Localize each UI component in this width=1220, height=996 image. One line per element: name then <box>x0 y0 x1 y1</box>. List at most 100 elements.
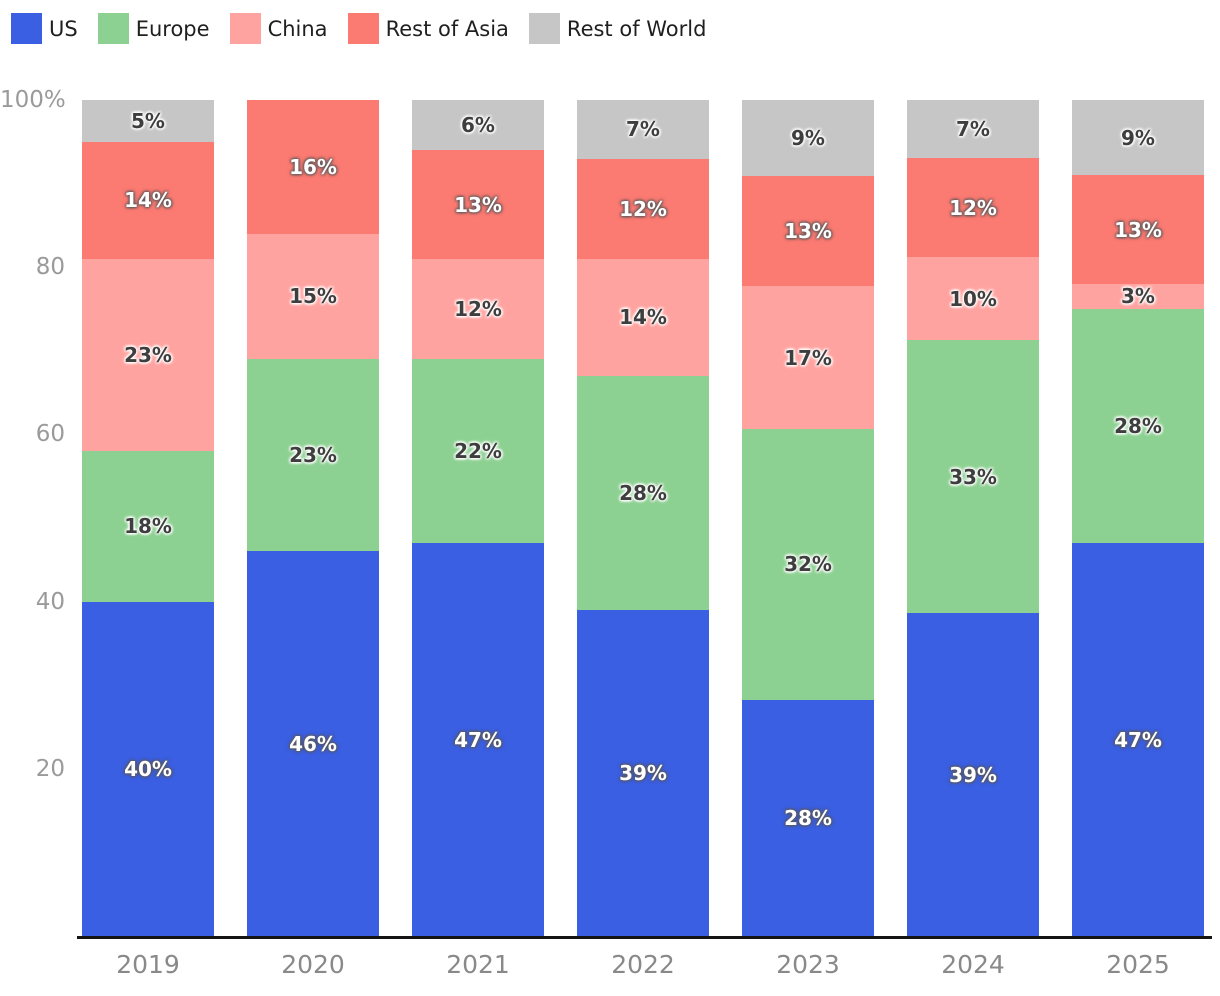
segment-rest-of-world: 9% <box>742 100 874 177</box>
segment-us: 46% <box>247 551 379 936</box>
segment-rest-of-asia: 13% <box>412 150 544 259</box>
segment-value-label: 16% <box>289 154 337 179</box>
segment-rest-of-asia: 12% <box>907 157 1039 258</box>
segment-value-label: 14% <box>619 305 667 330</box>
segment-value-label: 23% <box>289 443 337 468</box>
segment-value-label: 7% <box>626 117 660 142</box>
segment-rest-of-asia: 16% <box>247 100 379 234</box>
segment-rest-of-asia: 12% <box>577 158 709 259</box>
segment-value-label: 23% <box>124 343 172 367</box>
x-axis-tick-label: 2022 <box>611 950 675 979</box>
segment-value-label: 28% <box>619 480 667 505</box>
segment-value-label: 13% <box>454 192 502 217</box>
segment-value-label: 12% <box>454 297 502 322</box>
legend-swatch-icon <box>97 13 129 44</box>
segment-china: 15% <box>247 233 379 360</box>
legend-item: China <box>229 13 328 44</box>
segment-china: 10% <box>907 257 1039 341</box>
segment-value-label: 15% <box>289 284 337 309</box>
segment-europe: 28% <box>1072 309 1204 544</box>
bar-2023: 28% 32% 17% 13% 9% <box>742 100 874 936</box>
y-axis-tick-label: 100% <box>0 87 66 113</box>
segment-us: 47% <box>1072 543 1204 936</box>
segment-value-label: 39% <box>949 762 997 787</box>
x-axis-tick-label: 2019 <box>116 950 180 979</box>
segment-value-label: 3% <box>1121 284 1155 309</box>
y-axis-tick-label: 60 <box>35 421 65 448</box>
segment-rest-of-world: 5% <box>82 100 214 142</box>
legend-item-label: Europe <box>135 16 210 41</box>
segment-value-label: 12% <box>619 196 667 221</box>
segment-value-label: 13% <box>784 218 832 243</box>
bar-2024: 39% 33% 10% 12% 7% <box>907 100 1039 936</box>
segment-value-label: 47% <box>1114 727 1162 752</box>
segment-europe: 22% <box>412 359 544 544</box>
segment-value-label: 28% <box>784 805 832 830</box>
segment-europe: 32% <box>742 429 874 700</box>
segment-value-label: 6% <box>461 113 495 138</box>
bar-2021: 47% 22% 12% 13% 6% <box>412 100 544 936</box>
segment-china: 14% <box>577 258 709 376</box>
segment-value-label: 12% <box>949 195 997 220</box>
segment-china: 17% <box>742 285 874 430</box>
segment-europe: 23% <box>247 359 379 552</box>
segment-rest-of-asia: 13% <box>742 176 874 286</box>
legend-item: Rest of World <box>528 13 707 44</box>
legend-swatch-icon <box>11 13 42 44</box>
segment-rest-of-world: 6% <box>412 100 544 151</box>
segment-europe: 33% <box>907 340 1039 614</box>
segment-us: 47% <box>412 543 544 936</box>
legend-item: Europe <box>97 13 210 44</box>
segment-value-label: 22% <box>454 439 502 464</box>
bar-2025: 47% 28% 3% 13% 9% <box>1072 100 1204 936</box>
segment-value-label: 32% <box>784 552 832 577</box>
segment-value-label: 39% <box>619 760 667 785</box>
segment-value-label: 33% <box>949 464 997 489</box>
segment-value-label: 40% <box>124 756 172 781</box>
plot-area: 40% 18% 23% 14% 5% 46% 23% 15% 16% 47% 22% 12% 13% 6%… <box>82 100 1204 936</box>
legend-item-label: China <box>267 16 328 41</box>
segment-value-label: 10% <box>949 286 997 311</box>
segment-value-label: 46% <box>289 731 337 756</box>
legend-item-label: US <box>49 16 78 41</box>
chart-legend: US Europe China Rest of Asia Rest of World <box>11 13 706 44</box>
bar-2020: 46% 23% 15% 16% <box>247 100 379 936</box>
y-axis-tick-label: 20 <box>35 755 65 782</box>
y-axis-tick-label: 80 <box>35 254 65 281</box>
segment-value-label: 28% <box>1114 414 1162 439</box>
legend-item: US <box>11 13 78 44</box>
segment-rest-of-world: 7% <box>577 100 709 159</box>
x-axis-tick-label: 2020 <box>281 950 345 979</box>
segment-value-label: 5% <box>131 108 165 133</box>
legend-item: Rest of Asia <box>347 13 509 44</box>
segment-rest-of-asia: 14% <box>82 141 214 259</box>
segment-value-label: 9% <box>1121 125 1155 150</box>
segment-value-label: 9% <box>791 126 825 151</box>
x-axis-tick-label: 2021 <box>446 950 510 979</box>
legend-item-label: Rest of World <box>566 16 707 41</box>
segment-us: 39% <box>907 613 1039 936</box>
segment-us: 40% <box>82 601 214 936</box>
segment-value-label: 47% <box>454 727 502 752</box>
y-axis-tick-label: 40 <box>35 588 65 615</box>
x-axis-tick-label: 2023 <box>776 950 840 979</box>
x-axis-tick-label: 2025 <box>1106 950 1170 979</box>
bar-2019: 40% 18% 23% 14% 5% <box>82 100 214 936</box>
segment-china: 3% <box>1072 283 1204 310</box>
segment-us: 39% <box>577 609 709 936</box>
legend-swatch-icon <box>347 13 379 44</box>
legend-swatch-icon <box>229 13 261 44</box>
segment-us: 28% <box>742 699 874 936</box>
segment-rest-of-world: 9% <box>1072 100 1204 176</box>
x-axis-line <box>77 936 1212 939</box>
segment-rest-of-asia: 13% <box>1072 175 1204 284</box>
segment-value-label: 17% <box>784 345 832 370</box>
segment-china: 23% <box>82 258 214 452</box>
segment-europe: 28% <box>577 375 709 610</box>
x-axis-tick-label: 2024 <box>941 950 1005 979</box>
segment-value-label: 7% <box>956 117 990 142</box>
segment-rest-of-world: 7% <box>907 100 1039 158</box>
segment-value-label: 13% <box>1114 217 1162 242</box>
bar-2022: 39% 28% 14% 12% 7% <box>577 100 709 936</box>
